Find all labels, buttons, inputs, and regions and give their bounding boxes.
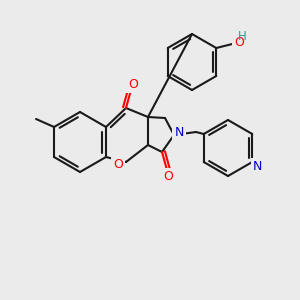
Text: O: O — [113, 158, 123, 170]
Text: N: N — [253, 160, 262, 172]
Text: O: O — [163, 169, 173, 182]
Text: O: O — [128, 79, 138, 92]
Text: H: H — [238, 31, 247, 44]
Text: O: O — [234, 37, 244, 50]
Text: N: N — [174, 125, 184, 139]
